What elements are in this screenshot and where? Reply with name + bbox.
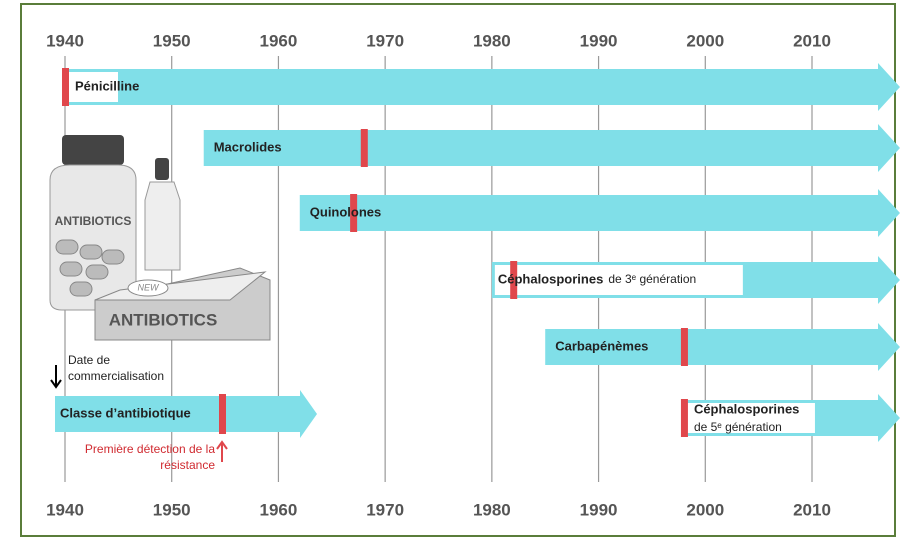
year-label-top: 2010 [793, 31, 831, 50]
year-label-bottom: 1990 [580, 500, 618, 519]
year-label-bottom: 1950 [153, 500, 191, 519]
legend-resistance [219, 394, 226, 434]
year-label-top: 1970 [366, 31, 404, 50]
class-label: Céphalosporines [498, 271, 603, 286]
bottle [50, 165, 136, 310]
resistance-note: Première détection de la résistance [80, 441, 215, 473]
year-label-top: 1940 [46, 31, 84, 50]
start-note-box: Date de commercialisation [68, 352, 208, 388]
resistance-note-box: Première détection de la résistance [80, 441, 215, 477]
year-label-top: 1990 [580, 31, 618, 50]
year-label-top: 1960 [260, 31, 298, 50]
bottle-cap [62, 135, 124, 165]
class-label: Céphalosporines [694, 401, 799, 416]
resistance-mark [681, 399, 688, 437]
year-label-top: 1950 [153, 31, 191, 50]
start-note: Date de commercialisation [68, 352, 208, 384]
class-detail: de 3ᵉ génération [608, 272, 696, 286]
box-label: ANTIBIOTICS [109, 310, 218, 329]
badge-text: NEW [138, 282, 161, 292]
year-label-top: 1980 [473, 31, 511, 50]
resistance-mark [62, 68, 69, 106]
year-label-bottom: 1980 [473, 500, 511, 519]
timeline: 1940 1940 1950 1950 1960 1960 1970 1970 1980 1980… [0, 0, 914, 541]
legend-bar-label: Classe d’antibiotique [60, 405, 191, 420]
resistance-mark [361, 129, 368, 167]
dropper-cap [155, 158, 169, 180]
class-label: Carbapénèmes [555, 338, 648, 353]
class-label: Quinolones [310, 204, 382, 219]
resistance-mark [681, 328, 688, 366]
bottle-label: ANTIBIOTICS [55, 214, 132, 228]
dropper [145, 182, 180, 270]
class-bar [65, 69, 878, 105]
class-label: Macrolides [214, 139, 282, 154]
year-label-bottom: 1960 [260, 500, 298, 519]
class-label: Pénicilline [75, 78, 139, 93]
year-label-bottom: 1940 [46, 500, 84, 519]
year-label-bottom: 2010 [793, 500, 831, 519]
year-label-bottom: 2000 [686, 500, 724, 519]
class-detail: de 5ᵉ génération [694, 420, 782, 434]
year-label-top: 2000 [686, 31, 724, 50]
class-bar [300, 195, 878, 231]
class-bar [204, 130, 878, 166]
year-label-bottom: 1970 [366, 500, 404, 519]
